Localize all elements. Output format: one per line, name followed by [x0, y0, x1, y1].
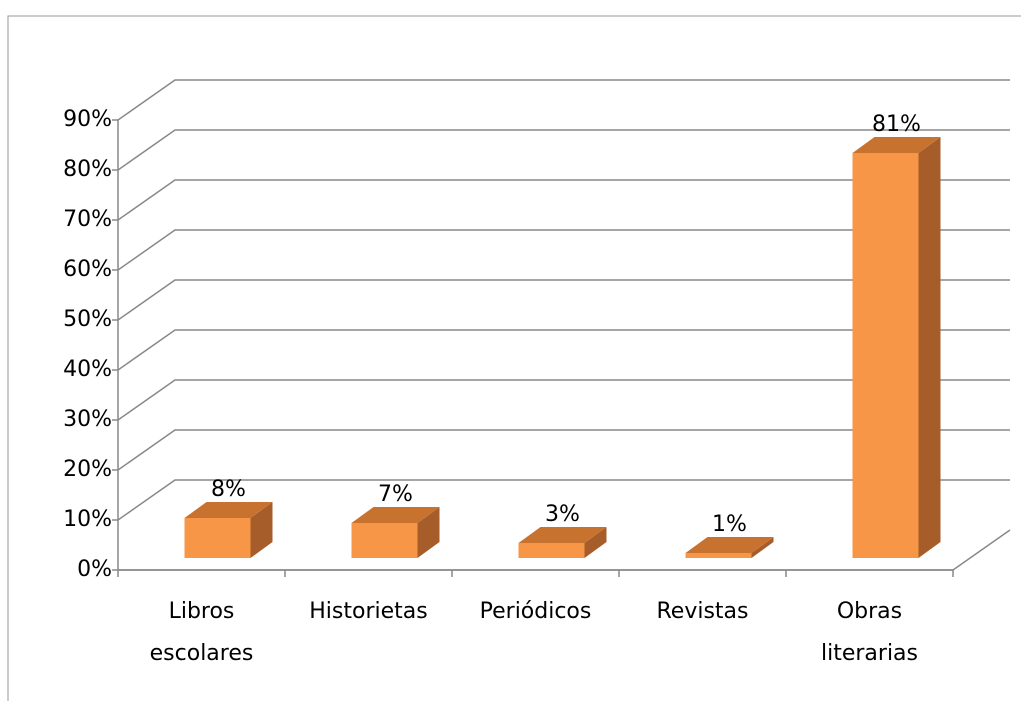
chart-border: [7, 15, 1021, 701]
bar-side: [918, 137, 941, 558]
bar-front: [685, 553, 752, 558]
x-tick-label: Revistas: [657, 599, 749, 624]
data-label: 8%: [211, 477, 246, 502]
bar: [351, 507, 440, 558]
x-tick-label-line: escolares: [150, 641, 254, 666]
bar-side: [417, 507, 440, 558]
x-tick-label: Historietas: [309, 599, 427, 624]
y-tick-label: 50%: [63, 307, 112, 332]
bar-front: [518, 543, 585, 558]
bar-top: [184, 502, 273, 518]
grid-line: [117, 479, 1010, 521]
grid-line: [117, 329, 1010, 371]
grid-line: [117, 379, 1010, 421]
data-label: 7%: [378, 482, 413, 507]
bar-side: [584, 527, 607, 558]
bar-top: [852, 137, 941, 153]
bar-top: [351, 507, 440, 523]
grid-line: [117, 279, 1010, 321]
y-tick-label: 40%: [63, 357, 112, 382]
bar-front: [184, 518, 251, 558]
y-tick-label: 20%: [63, 457, 112, 482]
grid-line: [117, 129, 1010, 171]
bar: [518, 527, 607, 558]
grid-line: [117, 229, 1010, 271]
y-tick-label: 90%: [63, 107, 112, 132]
x-tick-label: Libros escolares: [150, 599, 254, 666]
x-tick-label-line: Obras: [837, 599, 902, 624]
grid-line: [117, 79, 1010, 121]
x-tick-label-line: Libros: [169, 599, 235, 624]
x-tick-label: Periódicos: [480, 599, 592, 624]
x-tick-label-line: literarias: [821, 641, 918, 666]
y-tick-label: 0%: [77, 557, 112, 582]
data-label: 3%: [545, 502, 580, 527]
bar: [852, 137, 941, 558]
y-tick-label: 80%: [63, 157, 112, 182]
x-tick-label: Obras literarias: [821, 599, 918, 666]
y-tick-label: 60%: [63, 257, 112, 282]
bar: [685, 537, 774, 558]
data-label: 81%: [872, 112, 921, 137]
bar-top: [685, 537, 774, 553]
grid-line: [117, 429, 1010, 471]
bar-side: [751, 537, 774, 558]
y-tick-label: 10%: [63, 507, 112, 532]
bar: [184, 502, 273, 558]
y-tick-label: 70%: [63, 207, 112, 232]
bar-front: [852, 153, 919, 558]
y-tick-label: 30%: [63, 407, 112, 432]
data-label: 1%: [712, 512, 747, 537]
bar-side: [250, 502, 273, 558]
grid-line: [117, 179, 1010, 221]
bar-front: [351, 523, 418, 558]
bar-top: [518, 527, 607, 543]
